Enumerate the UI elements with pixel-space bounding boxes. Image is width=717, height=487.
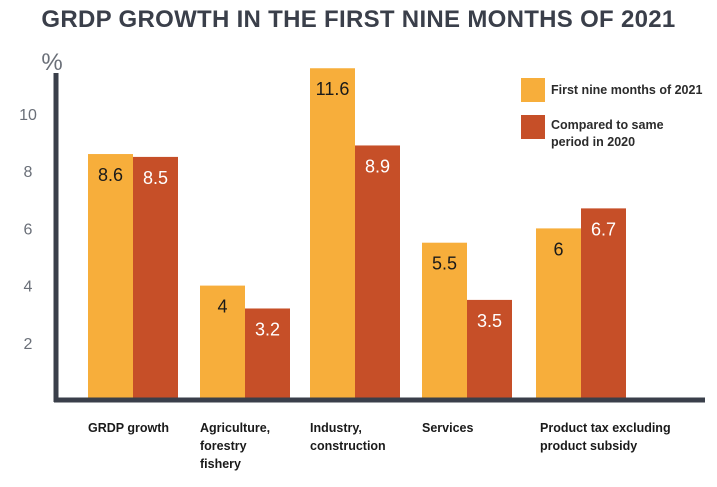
x-tick-label: product subsidy: [540, 439, 637, 453]
data-label: 6: [553, 239, 563, 259]
x-tick-label: GRDP growth: [88, 421, 169, 435]
y-tick-label: 4: [24, 279, 33, 296]
bar: [422, 242, 467, 400]
data-label: 8.6: [98, 165, 123, 185]
x-tick-label: Agriculture,: [200, 421, 270, 435]
data-label: 6.7: [591, 219, 616, 239]
x-tick-label: Services: [422, 421, 473, 435]
data-label: 11.6: [316, 79, 350, 99]
y-tick-label: 6: [24, 221, 33, 238]
bar: [200, 285, 245, 400]
bar: [581, 208, 626, 400]
bar: [536, 228, 581, 400]
y-axis-label: %: [41, 49, 62, 76]
legend-line: period in 2020: [551, 135, 636, 149]
y-tick-label: 8: [24, 164, 33, 181]
data-label: 3.5: [477, 311, 502, 331]
y-tick-label: 2: [24, 336, 33, 353]
data-label: 3.2: [255, 319, 280, 339]
x-tick-label: Product tax excluding: [540, 421, 671, 435]
data-label: 4: [217, 297, 227, 317]
bar: [355, 145, 400, 400]
legend-label-2020: Compared to same period in 2020: [551, 117, 664, 151]
bar: [88, 154, 133, 400]
legend-swatch-2021: [521, 78, 545, 102]
data-label: 8.9: [365, 156, 390, 176]
chart-title: GRDP GROWTH IN THE FIRST NINE MONTHS OF …: [41, 6, 676, 33]
x-tick-label: forestry: [200, 439, 247, 453]
x-tick-label: construction: [310, 439, 386, 453]
bar: [133, 156, 178, 400]
bar: [310, 68, 355, 401]
x-tick-label: fishery: [200, 457, 241, 471]
legend-swatch-2020: [521, 115, 545, 139]
data-label: 5.5: [432, 254, 457, 274]
y-tick-label: 10: [19, 107, 37, 124]
bar: [245, 308, 290, 400]
bar: [467, 299, 512, 400]
data-label: 8.5: [143, 168, 168, 188]
legend-label-2021: First nine months of 2021: [551, 83, 703, 97]
legend-line: Compared to same: [551, 118, 664, 132]
x-tick-label: Industry,: [310, 421, 362, 435]
